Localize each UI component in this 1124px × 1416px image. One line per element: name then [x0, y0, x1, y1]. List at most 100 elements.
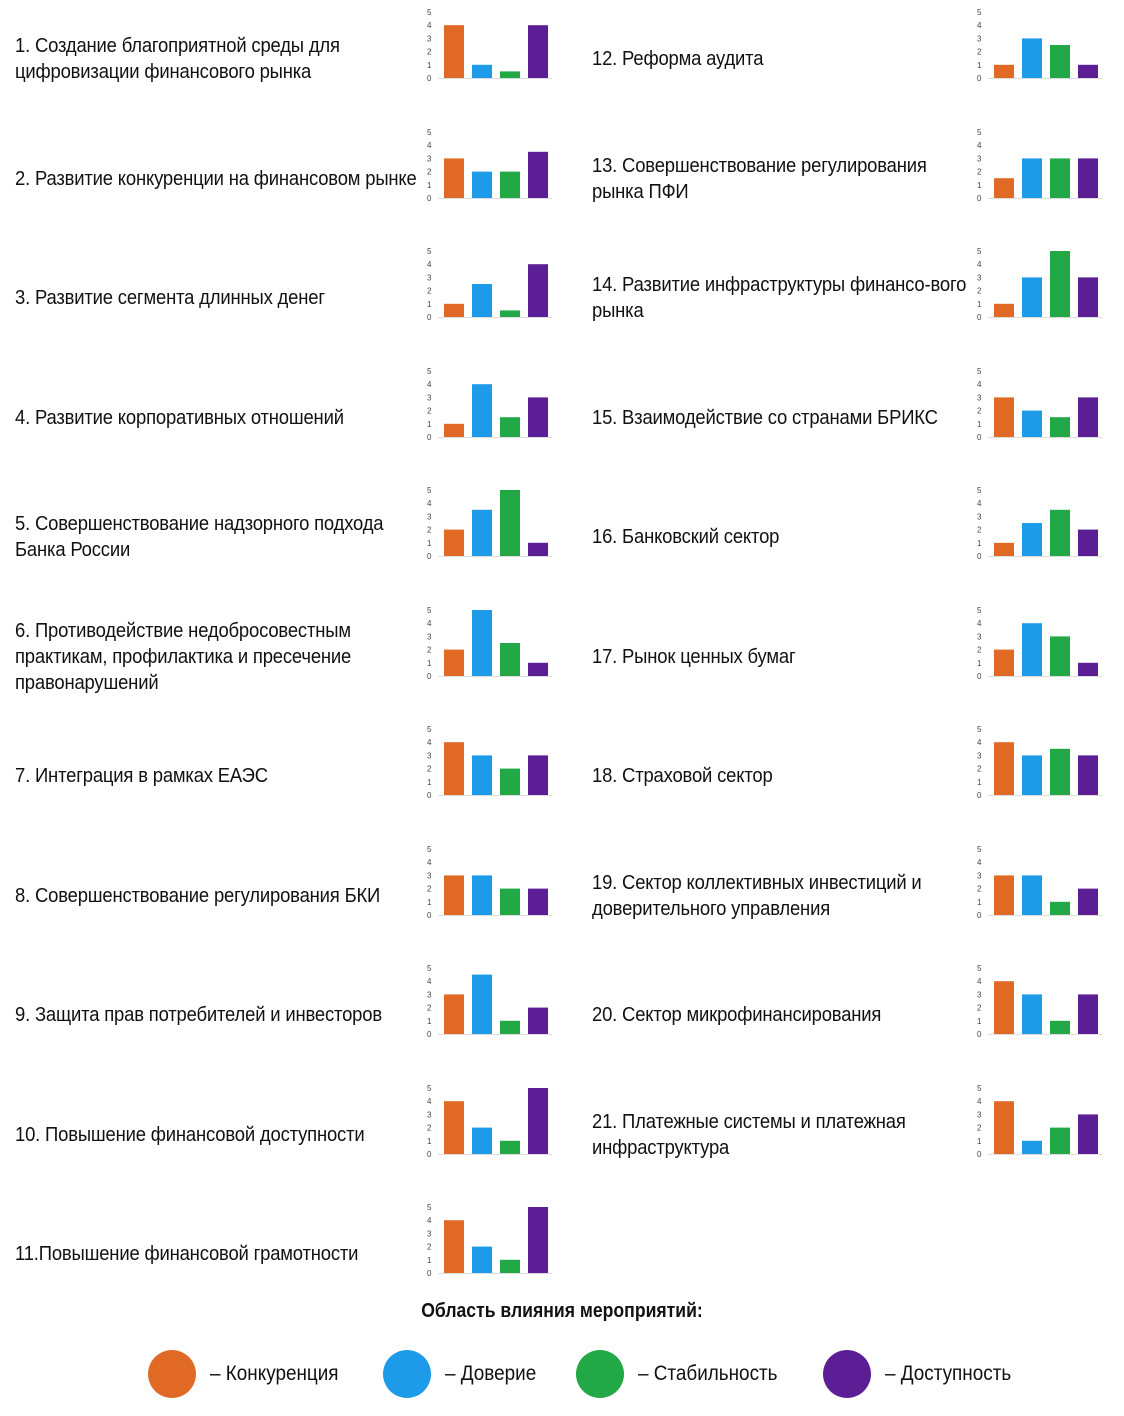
y-tick-label: 2 — [977, 48, 982, 57]
bar — [500, 768, 520, 795]
y-tick-label: 1 — [977, 61, 982, 70]
y-tick-label: 5 — [977, 606, 982, 615]
bar — [1078, 994, 1098, 1034]
measure-item: 14. Развитие инфраструктуры финансо-вого… — [592, 239, 1012, 357]
y-tick-label: 2 — [977, 765, 982, 774]
y-tick-label: 1 — [977, 180, 982, 189]
y-tick-label: 5 — [977, 247, 982, 256]
bar — [472, 509, 492, 556]
y-tick-label: 1 — [977, 658, 982, 667]
measure-item: 10. Повышение финансовой доступности — [15, 1076, 465, 1194]
y-tick-label: 0 — [427, 433, 432, 442]
measure-item: 18. Страховой сектор — [592, 717, 1012, 835]
bar — [1078, 888, 1098, 915]
bar — [500, 1020, 520, 1034]
bar — [1078, 1113, 1098, 1154]
bar — [1078, 662, 1098, 676]
measure-item: 8. Совершенствование регулирования БКИ — [15, 837, 465, 955]
y-tick-label: 4 — [977, 21, 982, 30]
measure-label: 15. Взаимодействие со странами БРИКС — [592, 405, 938, 429]
measure-label: 14. Развитие инфраструктуры финансо-вого… — [592, 273, 967, 322]
measure-item: 19. Сектор коллективных инвестиций и дов… — [592, 837, 1012, 955]
y-tick-label: 2 — [977, 884, 982, 893]
y-tick-label: 3 — [977, 871, 982, 880]
bar — [444, 303, 464, 317]
measure-label: 20. Сектор микрофинансирования — [592, 1003, 882, 1026]
y-tick-label: 2 — [427, 884, 432, 893]
y-tick-label: 2 — [427, 765, 432, 774]
bar — [472, 974, 492, 1034]
measure-label: 18. Страховой сектор — [592, 764, 773, 787]
measure-label: 19. Сектор коллективных инвестиций и дов… — [592, 870, 922, 920]
y-tick-label: 1 — [427, 300, 432, 309]
y-tick-label: 2 — [977, 167, 982, 176]
bar — [500, 1259, 520, 1273]
y-tick-label: 3 — [977, 393, 982, 402]
y-tick-label: 2 — [427, 48, 432, 57]
bar — [528, 1007, 548, 1034]
bar — [500, 642, 520, 676]
y-tick-label: 5 — [977, 8, 982, 17]
y-tick-label: 0 — [977, 1030, 982, 1039]
measure-label: 12. Реформа аудита — [592, 47, 764, 70]
y-tick-label: 4 — [977, 858, 982, 867]
bar — [444, 994, 464, 1034]
measure-item: 4. Развитие корпоративных отношений — [15, 359, 465, 477]
bar — [1022, 157, 1042, 198]
y-tick-label: 3 — [427, 154, 432, 163]
mini-bar-chart: 0 1 2 3 4 5 — [427, 367, 552, 442]
y-tick-label: 5 — [427, 1203, 432, 1212]
y-tick-label: 3 — [427, 990, 432, 999]
y-tick-label: 1 — [427, 180, 432, 189]
mini-bar-chart: 0 1 2 3 4 5 — [427, 964, 552, 1039]
legend-item-stability: – Стабильность — [576, 1350, 793, 1398]
y-tick-label: 5 — [427, 128, 432, 137]
y-tick-label: 0 — [977, 791, 982, 800]
legend: – Конкуренция – Доверие – Стабильность –… — [148, 1348, 1055, 1400]
measure-item: 11.Повышение финансовой грамотности — [15, 1195, 465, 1313]
bar — [1050, 157, 1070, 198]
y-tick-label: 4 — [427, 21, 432, 30]
bar — [1022, 1140, 1042, 1154]
measure-label: 16. Банковский сектор — [592, 525, 780, 548]
bar — [528, 264, 548, 317]
y-tick-label: 3 — [977, 751, 982, 760]
measure-label: 1. Создание благоприятной среды для цифр… — [15, 34, 340, 83]
y-tick-label: 5 — [427, 1084, 432, 1093]
y-tick-label: 3 — [977, 273, 982, 282]
y-tick-label: 1 — [427, 1136, 432, 1145]
mini-bar-chart: 0 1 2 3 4 5 — [977, 725, 1102, 800]
y-tick-label: 4 — [427, 380, 432, 389]
bar — [500, 490, 520, 556]
bar — [1022, 994, 1042, 1034]
y-tick-label: 0 — [427, 552, 432, 561]
y-tick-label: 3 — [977, 632, 982, 641]
mini-bar-chart: 0 1 2 3 4 5 — [427, 247, 552, 322]
bar — [1050, 45, 1070, 78]
y-tick-label: 4 — [977, 1097, 982, 1106]
bar — [1078, 157, 1098, 198]
y-tick-label: 2 — [977, 287, 982, 296]
y-tick-label: 1 — [977, 300, 982, 309]
mini-bar-chart: 0 1 2 3 4 5 — [977, 1084, 1102, 1159]
y-tick-label: 2 — [977, 526, 982, 535]
y-tick-label: 1 — [977, 1017, 982, 1026]
legend-label: – Стабильность — [638, 1362, 778, 1385]
mini-bar-chart: 0 1 2 3 4 5 — [427, 845, 552, 920]
y-tick-label: 4 — [427, 619, 432, 628]
bar — [994, 1100, 1014, 1154]
bar — [1050, 748, 1070, 795]
y-tick-label: 1 — [427, 1256, 432, 1265]
measure-item: 6. Противодействие недобросовестным прак… — [15, 598, 465, 716]
bar — [472, 284, 492, 317]
y-tick-label: 0 — [977, 672, 982, 681]
y-tick-label: 5 — [977, 486, 982, 495]
bar — [472, 1246, 492, 1273]
mini-bar-chart: 0 1 2 3 4 5 — [977, 845, 1102, 920]
bar — [500, 171, 520, 198]
bar — [1022, 523, 1042, 556]
legend-swatch — [382, 1350, 431, 1398]
y-tick-label: 3 — [977, 990, 982, 999]
bar — [994, 742, 1014, 795]
y-tick-label: 1 — [977, 897, 982, 906]
